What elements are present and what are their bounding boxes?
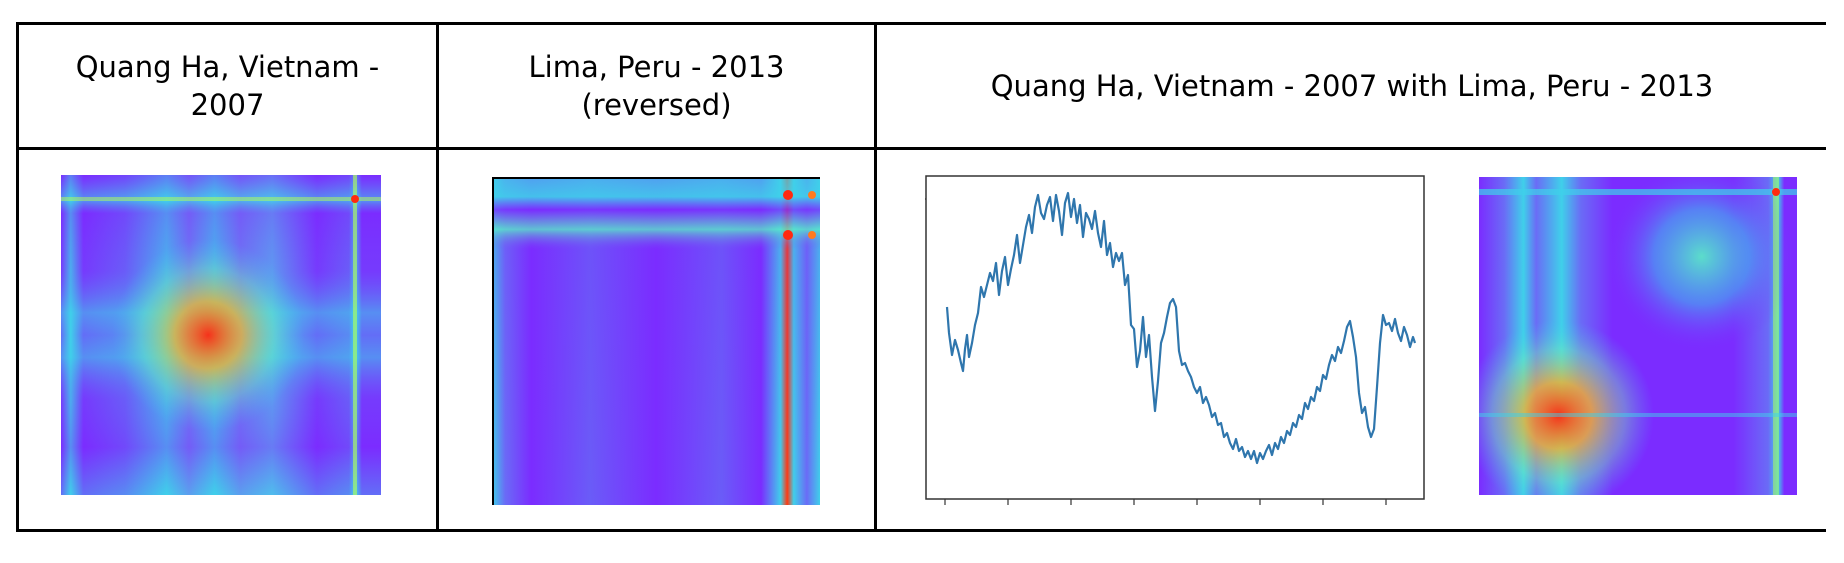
column-divider <box>436 25 439 529</box>
column-divider <box>874 25 877 529</box>
header-quangha: Quang Ha, Vietnam - 2007 <box>75 50 380 122</box>
heatmap-lima-reversed <box>492 177 820 505</box>
header-combined: Quang Ha, Vietnam - 2007 with Lima, Peru… <box>990 69 1714 103</box>
row-divider <box>19 147 1826 150</box>
heatmap-combined <box>1479 177 1797 495</box>
header-lima: Lima, Peru - 2013 (reversed) <box>528 50 785 122</box>
heatmap-quangha <box>61 175 381 495</box>
comparison-table: Quang Ha, Vietnam - 2007 Lima, Peru - 20… <box>16 22 1826 532</box>
line-plot-combined <box>925 175 1425 505</box>
